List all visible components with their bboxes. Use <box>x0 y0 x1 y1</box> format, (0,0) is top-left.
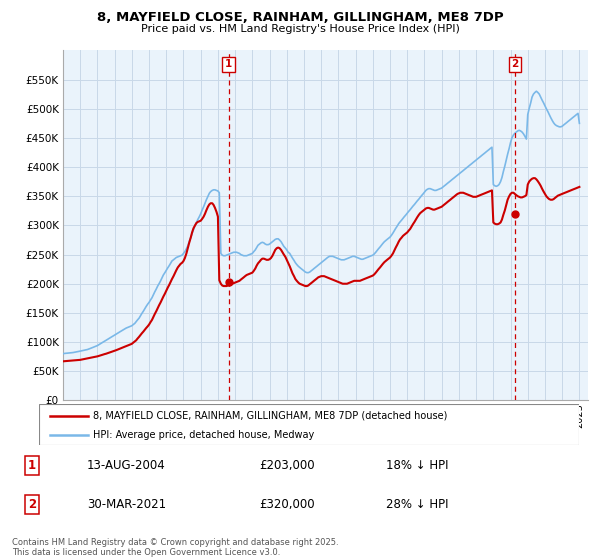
Text: 1: 1 <box>28 459 36 472</box>
FancyBboxPatch shape <box>39 404 579 445</box>
Text: 18% ↓ HPI: 18% ↓ HPI <box>386 459 449 472</box>
Text: 2: 2 <box>511 59 518 69</box>
Text: HPI: Average price, detached house, Medway: HPI: Average price, detached house, Medw… <box>93 430 314 440</box>
Text: £320,000: £320,000 <box>260 498 316 511</box>
Text: Price paid vs. HM Land Registry's House Price Index (HPI): Price paid vs. HM Land Registry's House … <box>140 24 460 34</box>
Text: 28% ↓ HPI: 28% ↓ HPI <box>386 498 449 511</box>
Text: 2: 2 <box>28 498 36 511</box>
Text: 1: 1 <box>225 59 232 69</box>
Text: 13-AUG-2004: 13-AUG-2004 <box>87 459 166 472</box>
Text: Contains HM Land Registry data © Crown copyright and database right 2025.
This d: Contains HM Land Registry data © Crown c… <box>12 538 338 557</box>
Text: 8, MAYFIELD CLOSE, RAINHAM, GILLINGHAM, ME8 7DP: 8, MAYFIELD CLOSE, RAINHAM, GILLINGHAM, … <box>97 11 503 24</box>
Text: 8, MAYFIELD CLOSE, RAINHAM, GILLINGHAM, ME8 7DP (detached house): 8, MAYFIELD CLOSE, RAINHAM, GILLINGHAM, … <box>93 410 448 421</box>
Text: £203,000: £203,000 <box>260 459 316 472</box>
Text: 30-MAR-2021: 30-MAR-2021 <box>87 498 166 511</box>
